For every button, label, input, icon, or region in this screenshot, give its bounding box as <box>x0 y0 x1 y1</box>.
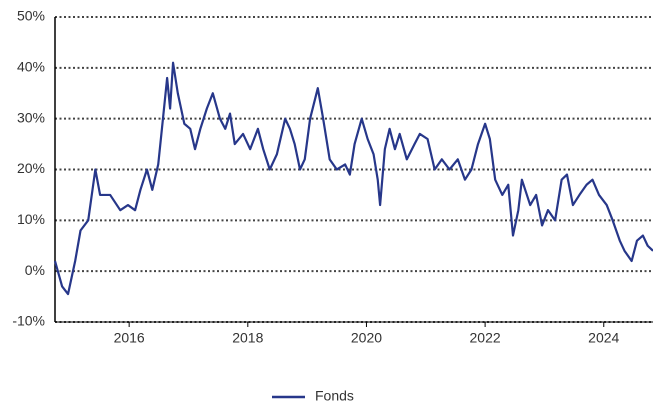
y-tick-label: 40% <box>17 59 45 75</box>
y-tick-label: 0% <box>25 262 45 278</box>
x-tick-label: 2018 <box>232 330 263 346</box>
series-line <box>53 61 653 296</box>
y-tick-label: 50% <box>17 8 45 24</box>
x-tick-label: 2022 <box>470 330 501 346</box>
x-tick-label: 2020 <box>351 330 382 346</box>
y-tick-label: 20% <box>17 160 45 176</box>
grid <box>55 16 653 323</box>
x-tick-label: 2024 <box>588 330 619 346</box>
x-tick-label: 2016 <box>114 330 145 346</box>
y-tick-label: 10% <box>17 211 45 227</box>
y-tick-label: -10% <box>12 313 45 329</box>
legend-label: Fonds <box>315 388 354 404</box>
y-tick-label: 30% <box>17 109 45 125</box>
